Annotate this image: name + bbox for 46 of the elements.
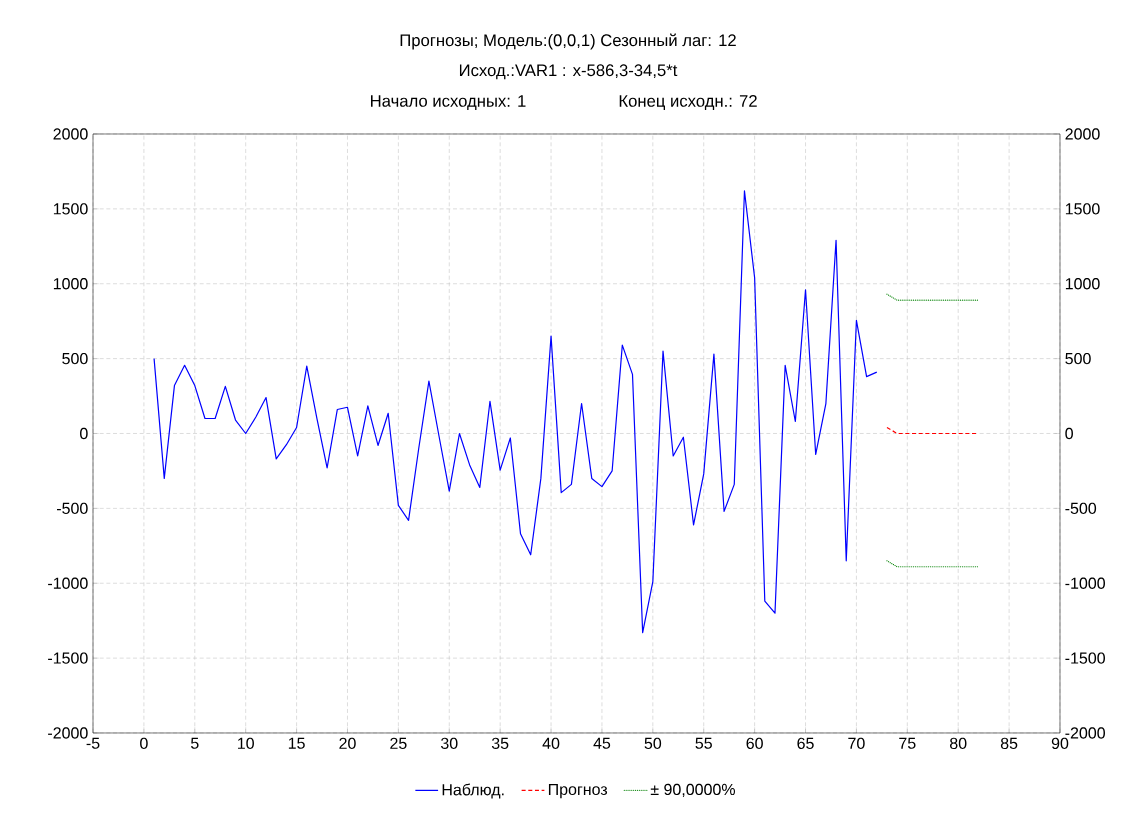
x-tick-label: 45	[593, 737, 611, 749]
x-tick-label: 20	[339, 737, 356, 750]
y2-tick-label: 1000	[1065, 278, 1100, 290]
y-tick-label: -500	[56, 502, 88, 515]
y2-tick-label: -1500	[1065, 652, 1105, 664]
chart-title: Прогнозы; Модель:(0,0,1) Сезонный лаг: 12	[400, 33, 736, 50]
y2-tick-label: -500	[1065, 502, 1097, 515]
y2-tick-label: 1500	[1065, 203, 1100, 215]
y2-tick-label: 500	[1065, 352, 1091, 365]
y-tick-label: 1500	[53, 203, 88, 215]
x-tick-label: 30	[440, 737, 458, 750]
x-tick-label: 35	[491, 737, 509, 750]
legend-label: Прогноз	[548, 783, 608, 799]
x-tick-label: 50	[644, 737, 662, 750]
x-tick-label: 65	[797, 737, 814, 750]
x-tick-label: -5	[86, 737, 100, 749]
x-tick-label: 85	[1000, 737, 1018, 750]
y-tick-label: -1500	[48, 652, 88, 664]
y-tick-label: 1000	[53, 278, 88, 290]
x-tick-label: 5	[191, 737, 199, 749]
y-tick-label: -1000	[48, 577, 88, 589]
x-tick-label: 55	[695, 737, 712, 749]
x-tick-label: 40	[542, 737, 560, 750]
x-tick-label: 70	[848, 737, 865, 750]
x-tick-label: 10	[238, 737, 254, 750]
line-series	[153, 190, 878, 634]
y-tick-label: 500	[62, 352, 88, 365]
legend-label: ± 90,0000%	[650, 783, 735, 798]
x-tick-label: 0	[140, 737, 148, 750]
y-tick-label: 0	[80, 427, 88, 440]
y2-tick-label: 2000	[1065, 128, 1100, 140]
legend-label: Наблюд.	[442, 783, 504, 799]
x-tick-label: 75	[899, 737, 916, 749]
text: Конец исходн.: 72	[619, 95, 757, 110]
y2-tick-label: -2000	[1065, 727, 1105, 739]
y2-tick-label: 0	[1065, 427, 1073, 440]
x-tick-label: 90	[1051, 737, 1069, 750]
x-tick-label: 15	[288, 737, 305, 749]
y2-tick-label: -1000	[1065, 577, 1105, 589]
chart-subtitle: Исход.:VAR1 : x-586,3-34,5*t	[459, 64, 678, 80]
x-tick-label: 60	[746, 737, 763, 750]
x-tick-label: 25	[390, 737, 407, 750]
x-tick-label: 80	[949, 737, 967, 750]
y-tick-label: -2000	[48, 727, 88, 739]
text: Начало исходных: 1	[371, 95, 526, 110]
y-tick-label: 2000	[53, 128, 88, 140]
